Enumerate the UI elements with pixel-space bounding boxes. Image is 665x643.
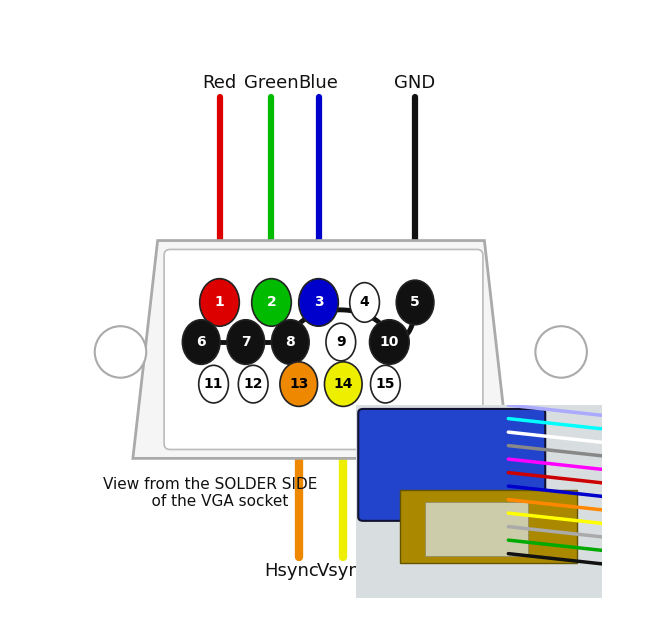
Text: Blue: Blue [299,74,338,92]
Text: Hsync: Hsync [264,563,319,581]
Text: Green: Green [244,74,299,92]
Text: 14: 14 [334,377,353,391]
Text: 15: 15 [376,377,395,391]
Ellipse shape [182,320,220,365]
Polygon shape [133,240,509,458]
Ellipse shape [199,365,228,403]
Text: 4: 4 [360,295,370,309]
Bar [400,490,577,563]
Ellipse shape [271,320,309,365]
Ellipse shape [350,283,380,322]
Text: Vsync: Vsync [317,563,370,581]
Ellipse shape [238,365,268,403]
Ellipse shape [370,365,400,403]
Text: 13: 13 [289,377,309,391]
Ellipse shape [370,320,409,365]
Text: 6: 6 [196,335,206,349]
Ellipse shape [227,320,265,365]
Ellipse shape [299,278,338,326]
Text: 10: 10 [380,335,399,349]
Text: GND: GND [394,74,436,92]
Text: 2: 2 [267,295,277,309]
Text: 11: 11 [203,377,223,391]
Ellipse shape [325,362,362,406]
Text: 7: 7 [241,335,251,349]
Text: 1: 1 [215,295,224,309]
Text: 5: 5 [410,295,420,309]
Circle shape [535,326,587,377]
FancyBboxPatch shape [358,409,545,521]
Bar [425,502,528,556]
Ellipse shape [280,362,318,406]
Circle shape [94,326,146,377]
Ellipse shape [326,323,356,361]
Text: 3: 3 [314,295,323,309]
Text: 12: 12 [243,377,263,391]
Text: View from the SOLDER SIDE
    of the VGA socket: View from the SOLDER SIDE of the VGA soc… [103,477,317,509]
Ellipse shape [200,278,239,326]
Ellipse shape [251,278,291,326]
Text: 8: 8 [285,335,295,349]
Text: Red: Red [202,74,237,92]
Ellipse shape [396,280,434,325]
Text: 9: 9 [336,335,346,349]
FancyBboxPatch shape [164,249,483,449]
